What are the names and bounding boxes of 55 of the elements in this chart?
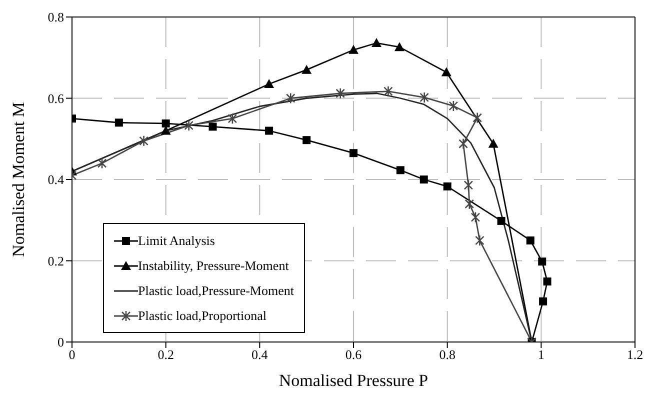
point <box>464 198 474 210</box>
point <box>371 38 382 47</box>
y-tick-label: 0.8 <box>48 10 64 25</box>
point <box>488 138 498 148</box>
point <box>114 118 123 127</box>
point <box>162 119 170 128</box>
x-axis-title: Nomalised Pressure P <box>278 371 428 390</box>
point <box>302 64 312 74</box>
point <box>420 92 429 104</box>
point <box>543 277 552 286</box>
point <box>97 158 107 169</box>
legend-label: Plastic load,Pressure-Moment <box>138 282 294 298</box>
point <box>384 86 393 97</box>
legend-label: Instability, Pressure-Moment <box>138 258 289 274</box>
x-tick-label: 0.2 <box>158 347 174 362</box>
point <box>348 44 358 54</box>
point <box>286 92 296 104</box>
point <box>160 126 171 135</box>
point <box>497 216 506 225</box>
point <box>264 79 274 88</box>
point <box>448 100 458 112</box>
legend-label: Limit Analysis <box>138 232 215 248</box>
point <box>470 212 480 223</box>
point <box>208 122 217 131</box>
point <box>139 135 148 147</box>
point <box>526 236 534 244</box>
point <box>538 258 546 266</box>
legend-label: Plastic load,Proportional <box>138 308 267 324</box>
point <box>472 112 482 124</box>
point <box>443 182 452 190</box>
point <box>336 88 346 100</box>
point <box>228 112 238 124</box>
y-tick-label: 0.2 <box>48 253 64 268</box>
point <box>539 297 548 306</box>
y-axis-title: Nomalised Moment M <box>9 102 28 257</box>
point <box>184 120 194 132</box>
point <box>441 67 452 76</box>
point <box>475 234 484 246</box>
x-tick-label: 0 <box>68 347 76 362</box>
point <box>458 138 468 150</box>
x-tick-label: 1 <box>538 347 544 362</box>
y-tick-label: 0 <box>58 334 64 350</box>
x-tick-label: 0.6 <box>345 347 362 362</box>
point <box>350 149 358 158</box>
point <box>265 126 274 135</box>
point <box>394 42 404 52</box>
x-tick-label: 0.8 <box>439 347 456 362</box>
y-tick-label: 0.6 <box>48 90 64 106</box>
x-tick-label: 1.2 <box>626 347 644 362</box>
point <box>420 176 428 184</box>
point <box>302 136 311 144</box>
x-tick-label: 0.4 <box>252 347 268 362</box>
point <box>396 166 404 174</box>
y-tick-label: 0.4 <box>48 172 64 188</box>
point <box>464 180 474 191</box>
